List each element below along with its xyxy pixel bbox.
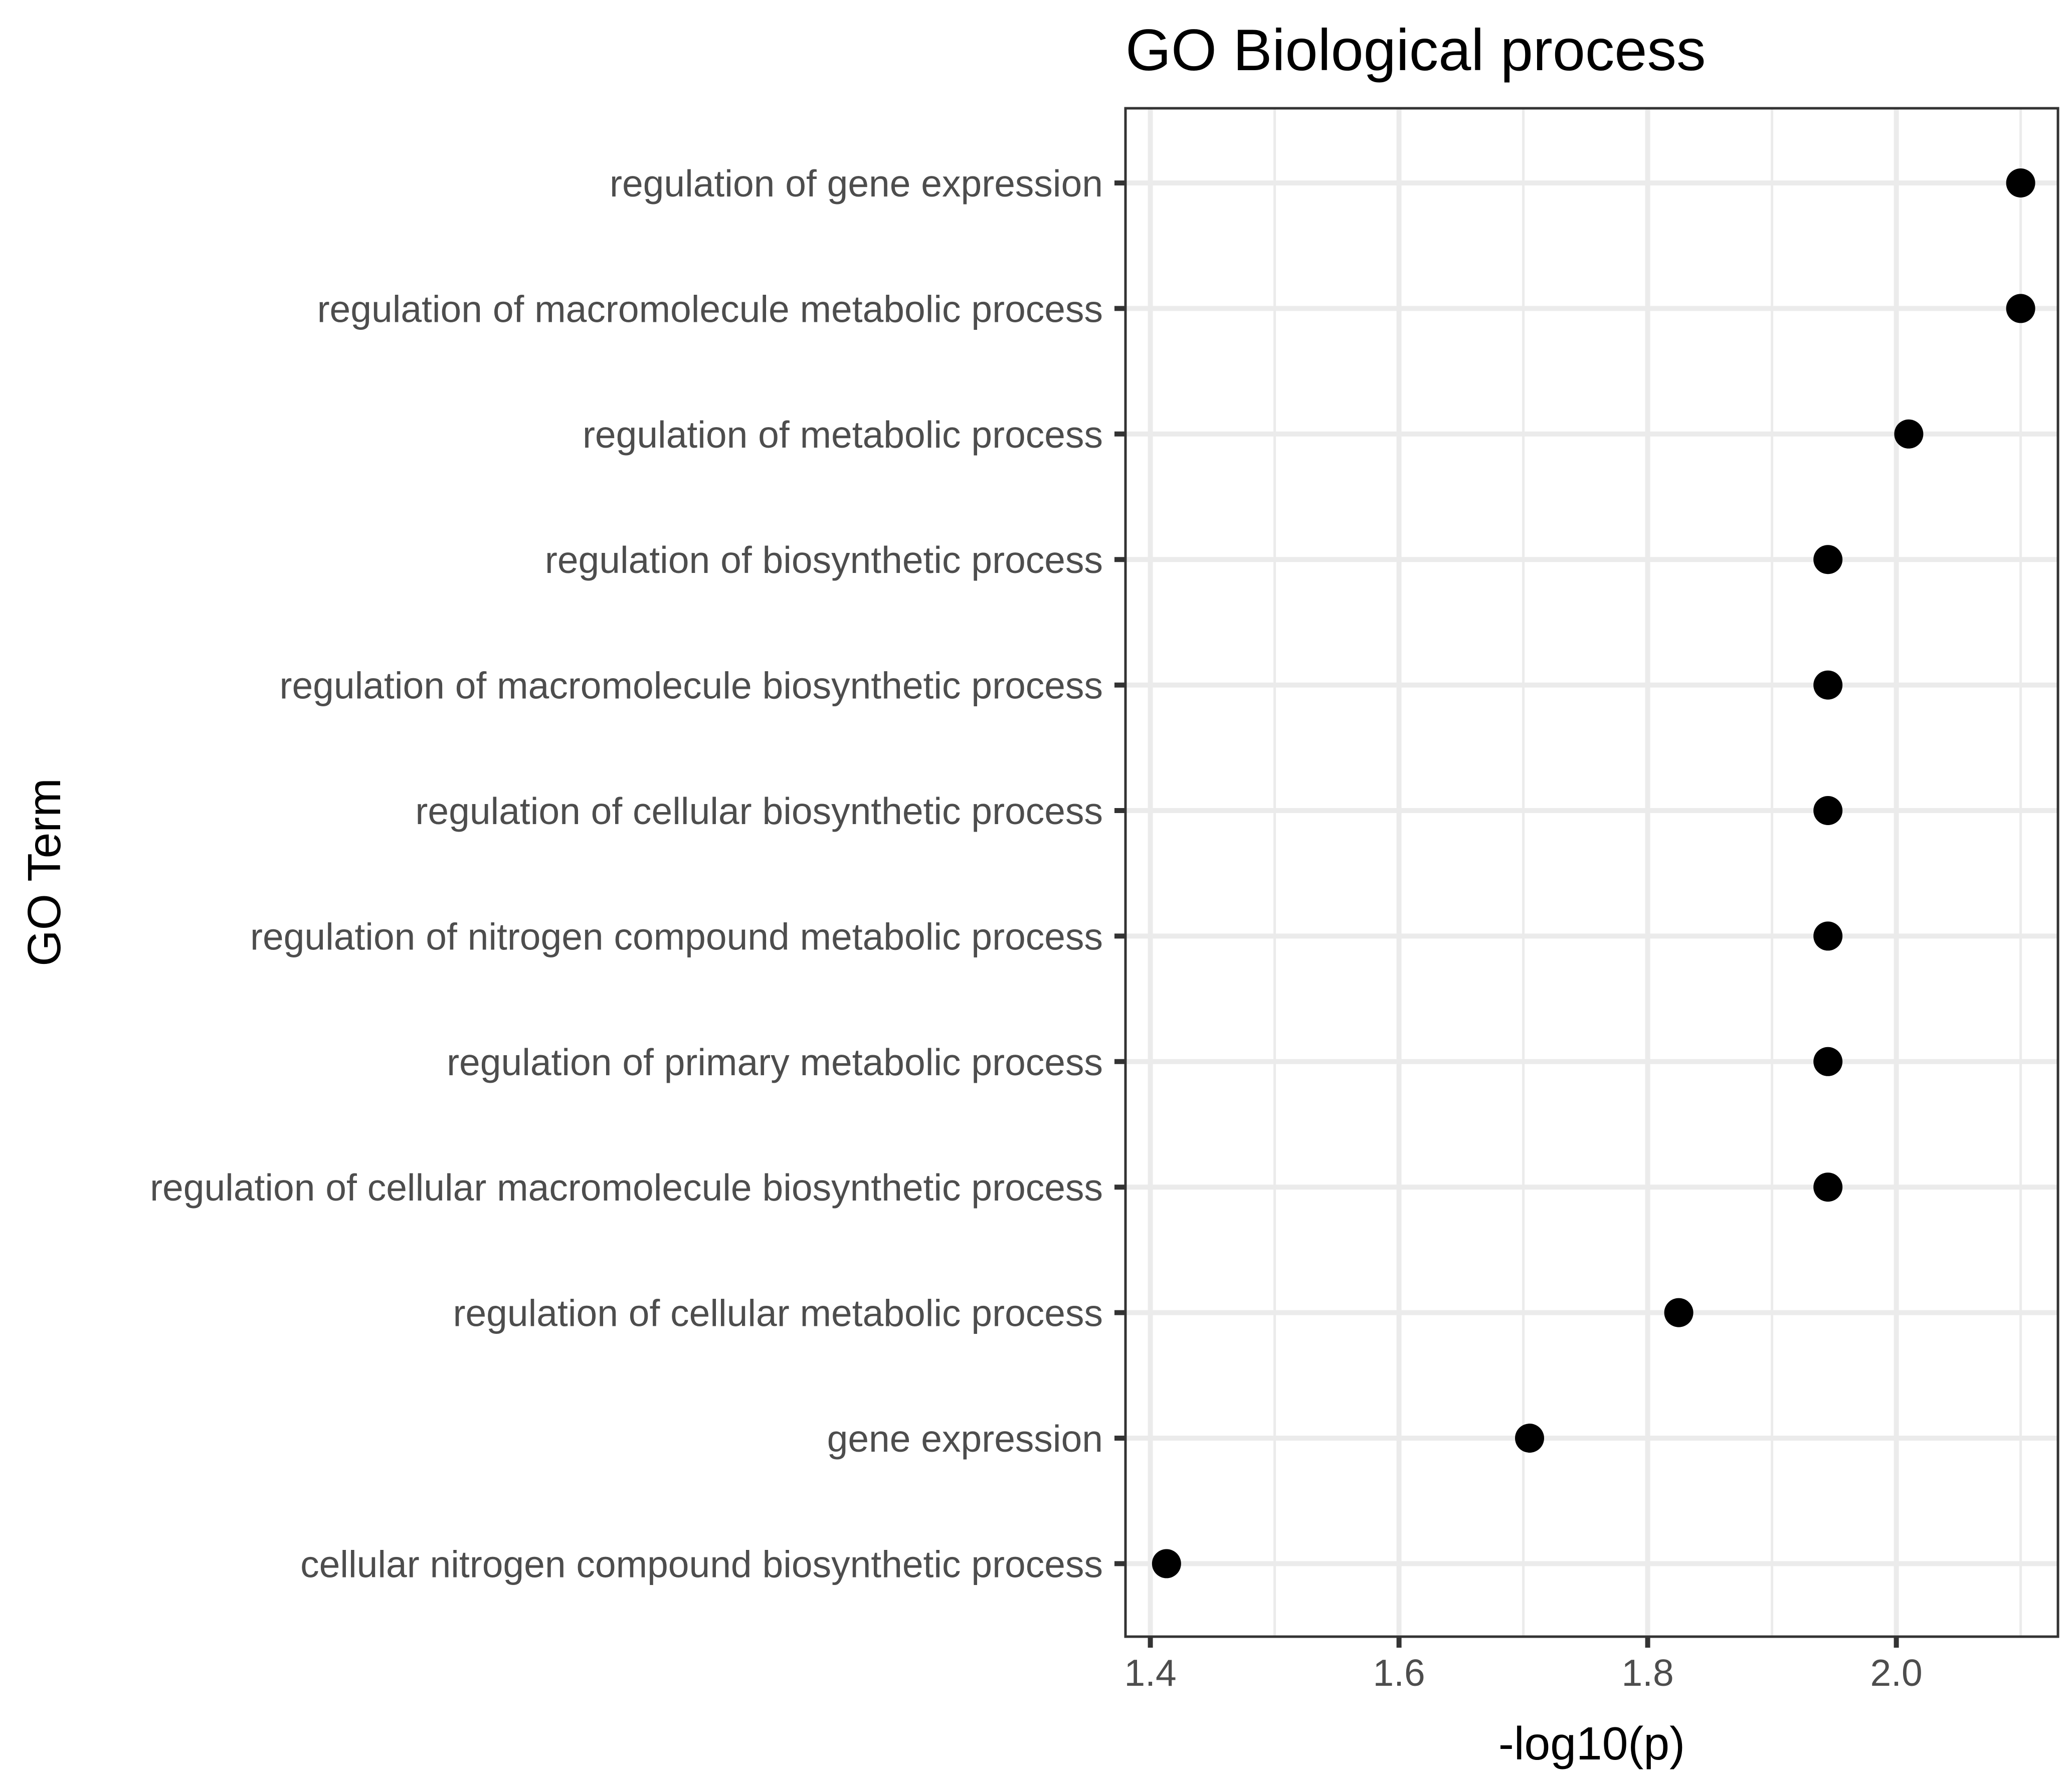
data-point xyxy=(1813,796,1843,825)
x-tick-label: 1.8 xyxy=(1621,1652,1673,1694)
x-tick-label: 1.4 xyxy=(1124,1652,1176,1694)
data-point xyxy=(1813,921,1843,951)
data-point xyxy=(1894,419,1924,449)
data-point xyxy=(1813,670,1843,700)
y-axis-title: GO Term xyxy=(18,778,70,966)
x-axis-title: -log10(p) xyxy=(1498,1717,1685,1769)
data-point xyxy=(1813,1172,1843,1202)
y-tick-label: gene expression xyxy=(827,1418,1103,1460)
y-tick-label: regulation of gene expression xyxy=(610,162,1103,205)
data-point xyxy=(2006,294,2035,323)
y-tick-label: regulation of macromolecule biosynthetic… xyxy=(280,665,1103,707)
data-point xyxy=(1152,1549,1181,1578)
y-tick-label: regulation of metabolic process xyxy=(583,414,1103,456)
data-point xyxy=(1664,1298,1693,1327)
y-tick-label: regulation of primary metabolic process xyxy=(447,1041,1103,1083)
y-tick-label: regulation of cellular macromolecule bio… xyxy=(150,1166,1103,1209)
panel-border xyxy=(1124,107,2059,1638)
data-point xyxy=(2006,168,2035,198)
x-tick-label: 1.6 xyxy=(1373,1652,1425,1694)
y-tick-label: regulation of biosynthetic process xyxy=(545,539,1103,581)
x-axis: 1.4 1.6 1.8 2.0 xyxy=(1124,1637,1923,1694)
data-point xyxy=(1813,545,1843,574)
data-point xyxy=(1813,1047,1843,1076)
y-tick-label: cellular nitrogen compound biosynthetic … xyxy=(300,1543,1103,1585)
grid-lines xyxy=(1125,108,2058,1637)
y-tick-label: regulation of nitrogen compound metaboli… xyxy=(250,915,1103,957)
y-tick-label: regulation of macromolecule metabolic pr… xyxy=(317,288,1103,330)
x-tick-label: 2.0 xyxy=(1870,1652,1922,1694)
y-axis: regulation of gene expression regulation … xyxy=(150,162,1125,1585)
data-points xyxy=(1152,168,2035,1578)
y-tick-label: regulation of cellular biosynthetic proc… xyxy=(415,790,1103,832)
chart-title: GO Biological process xyxy=(1125,17,1706,83)
data-point xyxy=(1515,1424,1544,1453)
y-tick-label: regulation of cellular metabolic process xyxy=(453,1292,1103,1334)
